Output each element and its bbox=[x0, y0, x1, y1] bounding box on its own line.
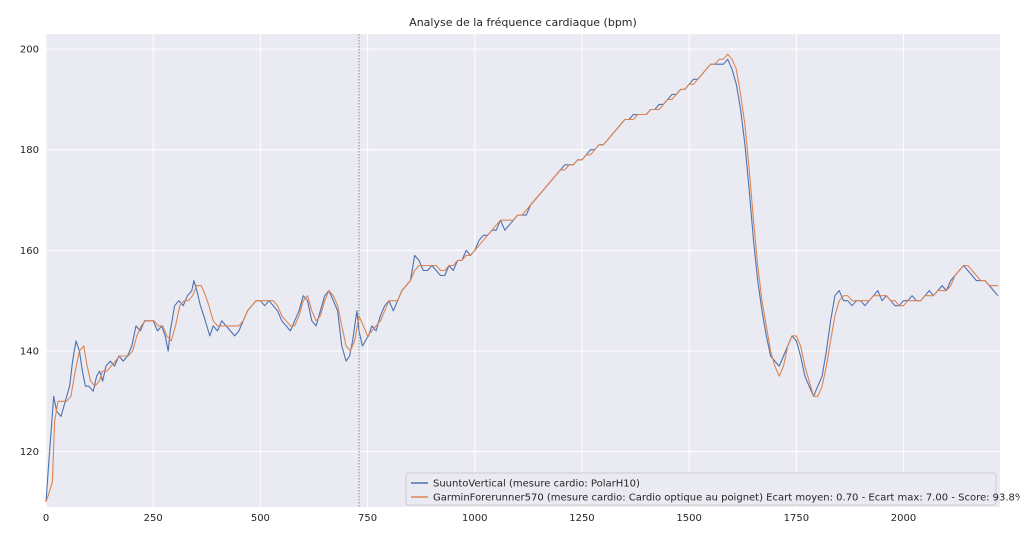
y-tick-label: 140 bbox=[20, 347, 39, 358]
chart-title: Analyse de la fréquence cardiaque (bpm) bbox=[409, 16, 637, 29]
series-layer bbox=[45, 34, 999, 507]
y-tick-label: 200 bbox=[20, 45, 39, 56]
y-tick-label: 160 bbox=[20, 246, 39, 257]
legend-label-garmin: GarminForerunner570 (mesure cardio: Card… bbox=[433, 493, 1020, 504]
x-tick-label: 500 bbox=[251, 513, 270, 524]
legend-box bbox=[405, 472, 997, 506]
x-tick-label: 2000 bbox=[891, 513, 916, 524]
x-tick-label: 1750 bbox=[784, 513, 809, 524]
plot-area bbox=[46, 34, 1000, 507]
tick-labels: 0 250 500 750 1000 1250 1500 1750 2000 120 140 160 1… bbox=[20, 45, 916, 524]
x-tick-label: 0 bbox=[43, 513, 49, 524]
legend: SuuntoVertical (mesure cardio: PolarH10)… bbox=[405, 472, 1020, 506]
y-tick-label: 180 bbox=[20, 145, 39, 156]
grid-lines bbox=[45, 34, 1000, 507]
x-tick-label: 250 bbox=[144, 513, 163, 524]
x-tick-label: 750 bbox=[358, 513, 377, 524]
y-tick-label: 120 bbox=[20, 447, 39, 458]
legend-label-suunto: SuuntoVertical (mesure cardio: PolarH10) bbox=[433, 479, 640, 490]
x-tick-label: 1250 bbox=[569, 513, 594, 524]
x-tick-label: 1500 bbox=[676, 513, 701, 524]
series-line-garmin bbox=[45, 53, 998, 503]
x-tick-label: 1000 bbox=[462, 513, 487, 524]
